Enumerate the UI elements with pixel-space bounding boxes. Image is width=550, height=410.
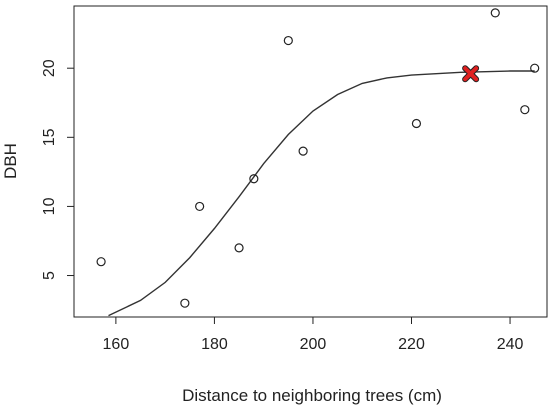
x-tick-label: 240 [497,336,524,353]
y-axis: 5 10 15 20 [41,59,74,280]
y-tick-label: 5 [41,271,58,280]
plot-frame [73,5,548,318]
data-point [96,257,106,267]
data-point [298,146,308,156]
x-tick-label: 160 [103,336,130,353]
y-tick-label: 10 [41,197,58,215]
x-tick-label: 180 [201,336,228,353]
data-point [234,243,244,253]
y-tick-label: 20 [41,59,58,77]
data-point [411,118,422,129]
data-point [530,63,540,73]
y-tick-label: 15 [41,128,58,146]
x-tick-label: 200 [300,336,327,353]
data-point [249,174,259,184]
data-point [520,105,530,115]
data-point [490,8,500,18]
data-points [96,8,540,308]
data-point [283,35,293,46]
x-axis-title: Distance to neighboring trees (cm) [182,386,442,405]
highlight-x-mark [463,66,479,82]
data-point [195,201,205,212]
y-axis-title: DBH [1,143,20,179]
x-tick-label: 220 [398,336,425,353]
data-point [180,298,190,308]
x-axis: 160 180 200 220 240 [103,317,524,353]
fitted-curve [108,70,535,317]
highlight-marker [462,65,480,83]
